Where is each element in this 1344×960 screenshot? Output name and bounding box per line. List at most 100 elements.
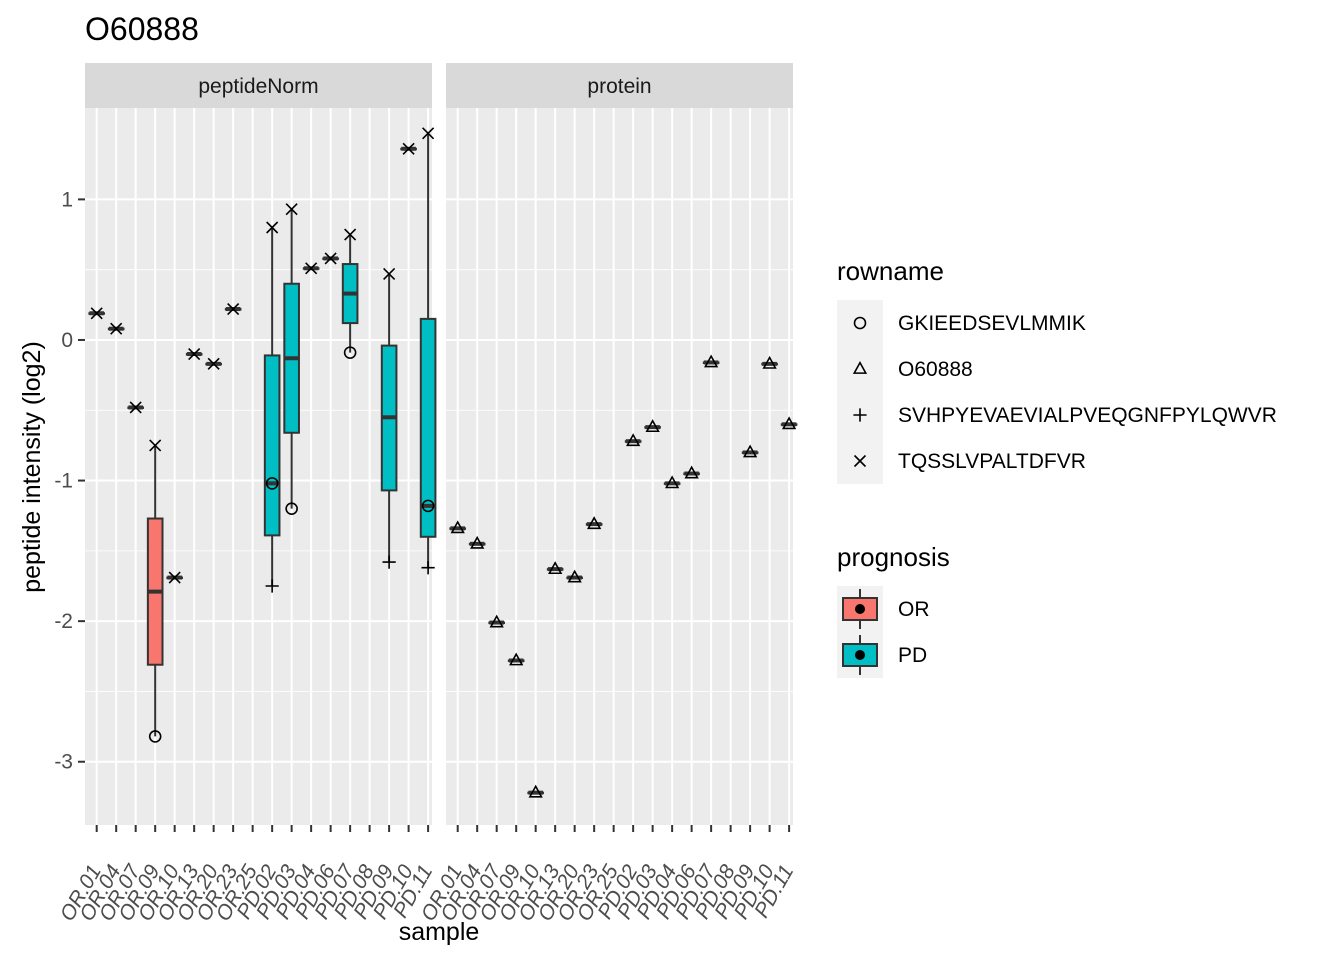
legend-item-GKIEEDSEVLMMIK: GKIEEDSEVLMMIK xyxy=(837,300,1086,346)
box-OR.01 xyxy=(449,526,467,531)
box-PD.07 xyxy=(702,360,720,365)
box-PD.06 xyxy=(683,471,700,476)
point-PD.03 xyxy=(285,502,298,515)
y-tick-label: -2 xyxy=(54,610,73,633)
legend-label: PD xyxy=(898,644,927,667)
point-PD.02 xyxy=(266,221,279,234)
point-PD.10 xyxy=(762,355,777,369)
legend-title-rowname: rowname xyxy=(837,256,944,286)
y-tick-label: -1 xyxy=(54,470,73,493)
y-axis-title: peptide intensity (log2) xyxy=(18,341,46,593)
box-OR.04 xyxy=(468,541,486,546)
box-body xyxy=(419,317,437,538)
y-tick-label: -3 xyxy=(54,751,73,774)
legend-label: SVHPYEVAEVIALPVEQGNFPYLQWVR xyxy=(898,404,1277,427)
point-OR.07 xyxy=(129,401,142,414)
legend-dot xyxy=(855,604,865,614)
legend-item-O60888: O60888 xyxy=(837,346,973,392)
box-PD.09 xyxy=(741,450,759,455)
legend-item-PD: PD xyxy=(837,632,927,678)
legend-dot xyxy=(855,650,865,660)
box-OR.07 xyxy=(488,620,505,625)
point-PD.04 xyxy=(305,262,318,275)
point-OR.20 xyxy=(207,357,220,370)
point-OR.01 xyxy=(450,520,465,534)
facet-strip-label: peptideNorm xyxy=(198,75,318,98)
point-OR.13 xyxy=(548,561,563,575)
cross-icon xyxy=(853,454,867,468)
y-tick-label: 0 xyxy=(61,329,73,352)
box-OR.10 xyxy=(527,790,544,795)
legend-label: TQSSLVPALTDFVR xyxy=(898,450,1086,473)
point-PD.11 xyxy=(421,561,435,575)
facet-strip xyxy=(446,63,793,108)
point-PD.07 xyxy=(343,346,357,359)
point-PD.11 xyxy=(422,127,435,140)
panel-background xyxy=(446,108,793,825)
legend-title-prognosis: prognosis xyxy=(837,542,950,572)
box-PD.04 xyxy=(663,481,681,486)
legend-label: OR xyxy=(898,598,930,621)
point-OR.04 xyxy=(470,535,485,549)
legend-label: GKIEEDSEVLMMIK xyxy=(898,312,1086,335)
point-PD.09 xyxy=(382,555,396,569)
point-OR.04 xyxy=(110,322,123,335)
point-OR.09 xyxy=(148,730,162,743)
circle-icon xyxy=(853,316,867,330)
point-PD.09 xyxy=(383,267,396,280)
point-PD.06 xyxy=(684,465,699,479)
point-PD.11 xyxy=(781,416,797,430)
point-OR.09 xyxy=(509,652,524,666)
legend-key xyxy=(837,300,883,346)
point-PD.10 xyxy=(402,142,415,155)
facet-panel-peptideNorm: peptideNormOR.01OR.04OR.07OR.09OR.10OR.1… xyxy=(56,63,437,925)
box-OR.13 xyxy=(546,567,564,572)
point-PD.11 xyxy=(421,499,435,513)
point-OR.07 xyxy=(489,614,504,628)
point-PD.02 xyxy=(265,477,279,490)
box-OR.09 xyxy=(146,445,164,737)
point-OR.13 xyxy=(188,347,201,361)
box-OR.09 xyxy=(507,658,525,663)
point-PD.03 xyxy=(285,203,298,216)
box-OR.20 xyxy=(566,575,583,580)
box-PD.03 xyxy=(283,209,300,509)
point-OR.23 xyxy=(587,516,602,530)
box-body xyxy=(263,354,281,537)
plus-icon xyxy=(853,408,867,422)
point-PD.02 xyxy=(626,433,641,447)
panel-background xyxy=(85,108,432,825)
box-PD.07 xyxy=(341,234,359,353)
point-OR.23 xyxy=(227,302,240,316)
facet-panels: peptideNormOR.01OR.04OR.07OR.09OR.10OR.1… xyxy=(56,63,798,925)
point-PD.09 xyxy=(742,444,758,458)
legend-key xyxy=(837,346,883,392)
legend-item-OR: OR xyxy=(837,586,930,632)
box-OR.23 xyxy=(585,522,603,527)
facet-strip xyxy=(85,63,432,108)
box-PD.02 xyxy=(263,227,281,586)
box-PD.10 xyxy=(761,361,778,366)
point-PD.02 xyxy=(265,579,279,593)
box-PD.03 xyxy=(644,425,661,430)
point-PD.06 xyxy=(324,252,337,265)
triangle-icon xyxy=(852,361,868,374)
y-axis: 1 0 -1 -2 -3 xyxy=(54,188,85,774)
box-PD.02 xyxy=(624,439,642,444)
point-PD.07 xyxy=(344,228,357,241)
facet-panel-protein: proteinOR.01OR.04OR.07OR.09OR.10OR.13OR.… xyxy=(417,63,798,925)
point-PD.04 xyxy=(665,475,680,489)
facet-strip-label: protein xyxy=(587,75,651,98)
point-OR.20 xyxy=(567,569,582,583)
y-tick-label: 1 xyxy=(61,188,73,211)
point-PD.07 xyxy=(703,354,719,368)
point-OR.01 xyxy=(90,307,103,320)
box-PD.11 xyxy=(780,422,798,427)
point-OR.09 xyxy=(149,439,162,452)
legend-item-SVHPYEVAEVIALPVEQGNFPYLQWVR: SVHPYEVAEVIALPVEQGNFPYLQWVR xyxy=(837,392,1277,438)
x-axis-title: sample xyxy=(399,918,480,946)
legend-label: O60888 xyxy=(898,358,973,381)
point-OR.10 xyxy=(168,571,181,584)
legend-item-TQSSLVPALTDFVR: TQSSLVPALTDFVR xyxy=(837,438,1086,484)
